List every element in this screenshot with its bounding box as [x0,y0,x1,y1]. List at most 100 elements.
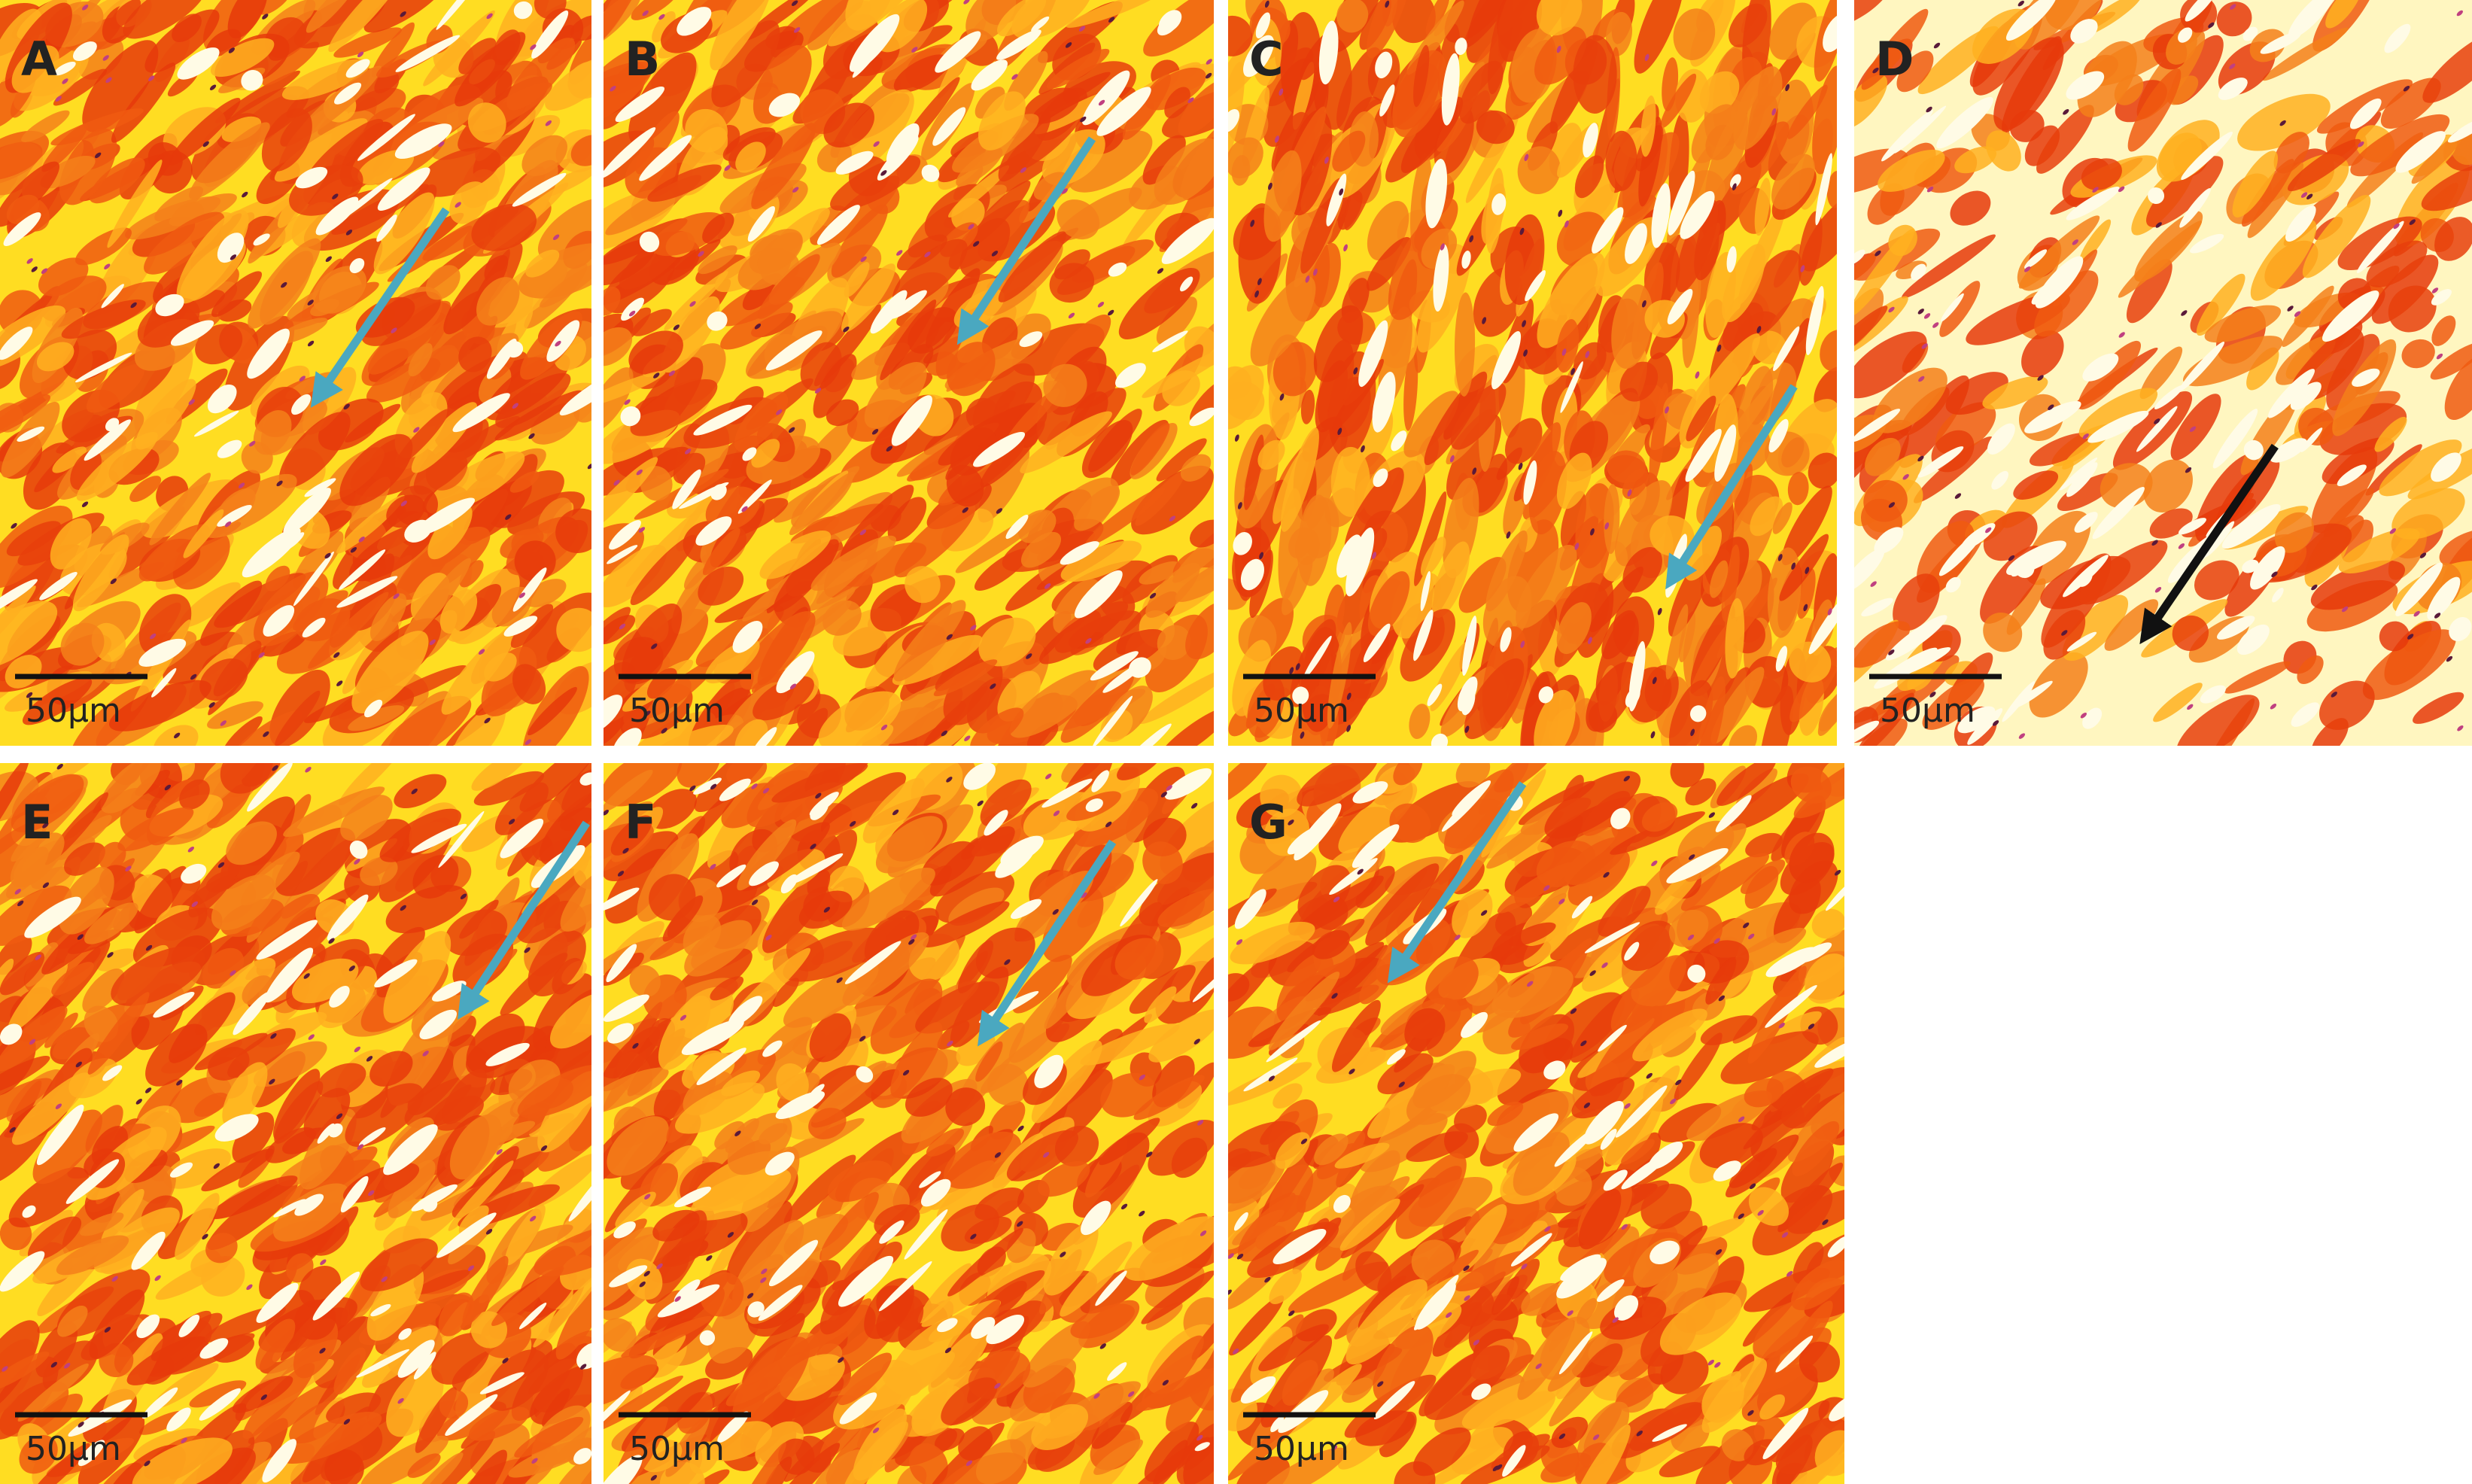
nucleus [2154,586,2162,593]
nucleus [1004,959,1011,966]
micrograph-panel: C 50μm [1228,0,1837,746]
fiber [1312,929,1350,959]
gap [2357,220,2404,273]
gap [1457,676,1478,712]
nucleus [1652,677,1657,685]
nucleus [325,256,332,263]
fiber [50,518,92,570]
gap [984,810,1008,836]
gap [1762,1407,1809,1460]
gap [247,763,293,812]
fiber [2195,453,2259,543]
fiber [2379,439,2462,497]
fiber [604,0,647,46]
gap [1413,610,1434,661]
fiber [32,1109,102,1184]
fiber [1576,1297,1598,1324]
fiber [555,508,591,553]
nucleus [107,952,114,958]
gap [2288,0,2336,38]
fiber [2350,114,2450,177]
fiber [1878,149,1945,192]
fiber [783,927,886,982]
gap [1666,847,1729,883]
fiber [604,544,667,608]
gap [1689,705,1707,722]
nucleus [303,973,310,979]
nucleus [656,1263,663,1270]
fiber [1680,853,1769,911]
fiber [737,819,797,891]
gap [39,572,78,601]
fiber [211,271,263,318]
fiber [163,631,243,686]
gap [256,1282,299,1323]
fiber [509,471,540,493]
gap [1287,826,1321,855]
fiber [208,1047,250,1081]
nucleus [1162,1379,1169,1386]
fiber [1697,676,1726,746]
gap [937,1318,958,1333]
scale-bar-label: 50μm [26,1430,121,1468]
scale-bar-label: 50μm [629,692,725,730]
fiber [1621,920,1676,972]
gap [604,127,656,178]
fiber [1395,1153,1467,1239]
fiber [925,1422,1005,1484]
nucleus [990,683,996,689]
fiber [44,1012,78,1048]
nucleus [343,1419,351,1425]
fiber [303,189,400,251]
nucleus [1690,728,1695,737]
fiber [1260,774,1303,818]
fiber [2183,336,2283,387]
nucleus [1045,774,1052,780]
fiber [2029,652,2088,718]
gap [1372,372,1396,433]
nucleus [1522,320,1526,327]
gap [2267,369,2315,418]
nucleus [1888,502,1896,508]
gap [1941,293,1964,322]
nucleus [643,1270,650,1277]
fiber [339,433,413,506]
nucleus [55,1103,62,1109]
nucleus [1592,1434,1600,1440]
gap [217,504,252,527]
fiber [1355,1251,1392,1291]
tissue [1854,0,2472,746]
fiber [463,479,532,542]
fiber [2045,0,2102,31]
gap [1773,326,1800,372]
gap [131,1231,166,1270]
nucleus [308,1034,315,1040]
fiber [1690,617,1737,694]
nucleus [555,340,561,347]
fiber [1458,60,1504,124]
nucleus [814,388,822,394]
fiber [1710,667,1765,744]
nucleus [14,889,21,895]
gap [1085,798,1103,812]
fiber [1804,953,1844,1004]
fiber [443,255,509,335]
nucleus [2229,63,2236,69]
fiber [841,542,926,587]
fiber [2431,315,2456,346]
nucleus [518,592,526,598]
fiber [491,1266,564,1327]
fiber [853,724,894,746]
nucleus [860,256,867,263]
fiber [753,676,814,721]
fiber [1228,1062,1312,1106]
fiber [1983,511,2038,561]
nucleus [528,433,535,439]
gap [364,699,383,718]
fiber [169,193,237,227]
fiber [52,446,87,473]
fiber [1250,275,1316,366]
fiber [458,1449,507,1484]
nucleus [1044,583,1051,589]
